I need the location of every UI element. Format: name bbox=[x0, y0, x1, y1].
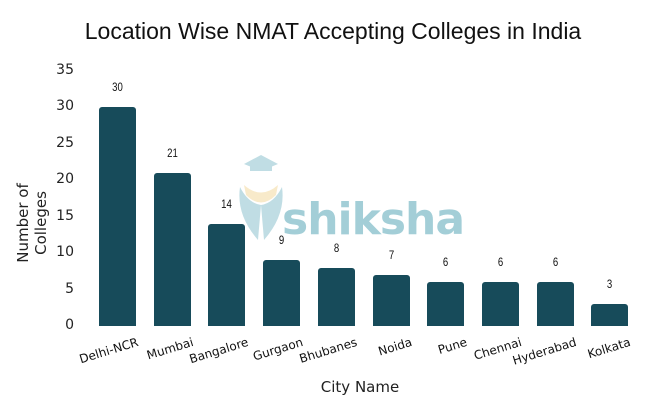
graduate-icon bbox=[239, 155, 283, 240]
y-tick-label: 20 bbox=[56, 171, 74, 187]
bar-value-label: 30 bbox=[112, 80, 123, 94]
x-tick-label: Delhi-NCR bbox=[77, 335, 141, 367]
bar-value-label: 6 bbox=[497, 255, 504, 270]
y-tick-label: 10 bbox=[56, 244, 74, 260]
x-tick-label: Pune bbox=[435, 335, 469, 358]
bar bbox=[372, 274, 410, 326]
x-tick-label: Gurgaon bbox=[250, 335, 305, 364]
bar bbox=[263, 260, 301, 326]
y-tick-label: 0 bbox=[65, 317, 74, 333]
x-tick-label: Kolkata bbox=[586, 335, 633, 362]
bar-value-label: 3 bbox=[607, 277, 613, 292]
bar bbox=[591, 304, 629, 326]
x-axis-label: City Name bbox=[320, 378, 400, 396]
bar-value-label: 14 bbox=[221, 196, 233, 211]
y-tick-label: 35 bbox=[56, 61, 74, 78]
y-tick-label: 30 bbox=[56, 98, 74, 114]
bar-value-label: 9 bbox=[278, 233, 285, 248]
y-axis-label: Number of Colleges bbox=[14, 183, 50, 263]
y-tick-label: 15 bbox=[56, 207, 74, 224]
bar bbox=[481, 282, 519, 326]
x-tick-label: Mumbai bbox=[144, 335, 195, 363]
watermark-text: shiksha bbox=[282, 194, 465, 245]
bar-value-label: 7 bbox=[388, 247, 394, 262]
bar-value-label: 6 bbox=[443, 255, 449, 270]
bar bbox=[536, 282, 574, 326]
x-tick-label: Bangalore bbox=[187, 335, 250, 367]
y-tick-label: 5 bbox=[65, 280, 74, 297]
x-tick-label: Bhubanes bbox=[297, 335, 359, 366]
bar bbox=[153, 172, 191, 326]
bar bbox=[317, 267, 355, 326]
bar-value-label: 21 bbox=[166, 145, 178, 160]
bar-value-label: 6 bbox=[552, 255, 558, 270]
y-tick-label: 25 bbox=[56, 134, 74, 151]
chart-title: Location Wise NMAT Accepting Colleges in… bbox=[84, 18, 582, 44]
bar bbox=[427, 282, 465, 326]
bar-value-label: 8 bbox=[333, 240, 339, 255]
bar bbox=[99, 107, 136, 326]
x-tick-label: Noida bbox=[376, 335, 414, 359]
bar bbox=[208, 223, 246, 326]
